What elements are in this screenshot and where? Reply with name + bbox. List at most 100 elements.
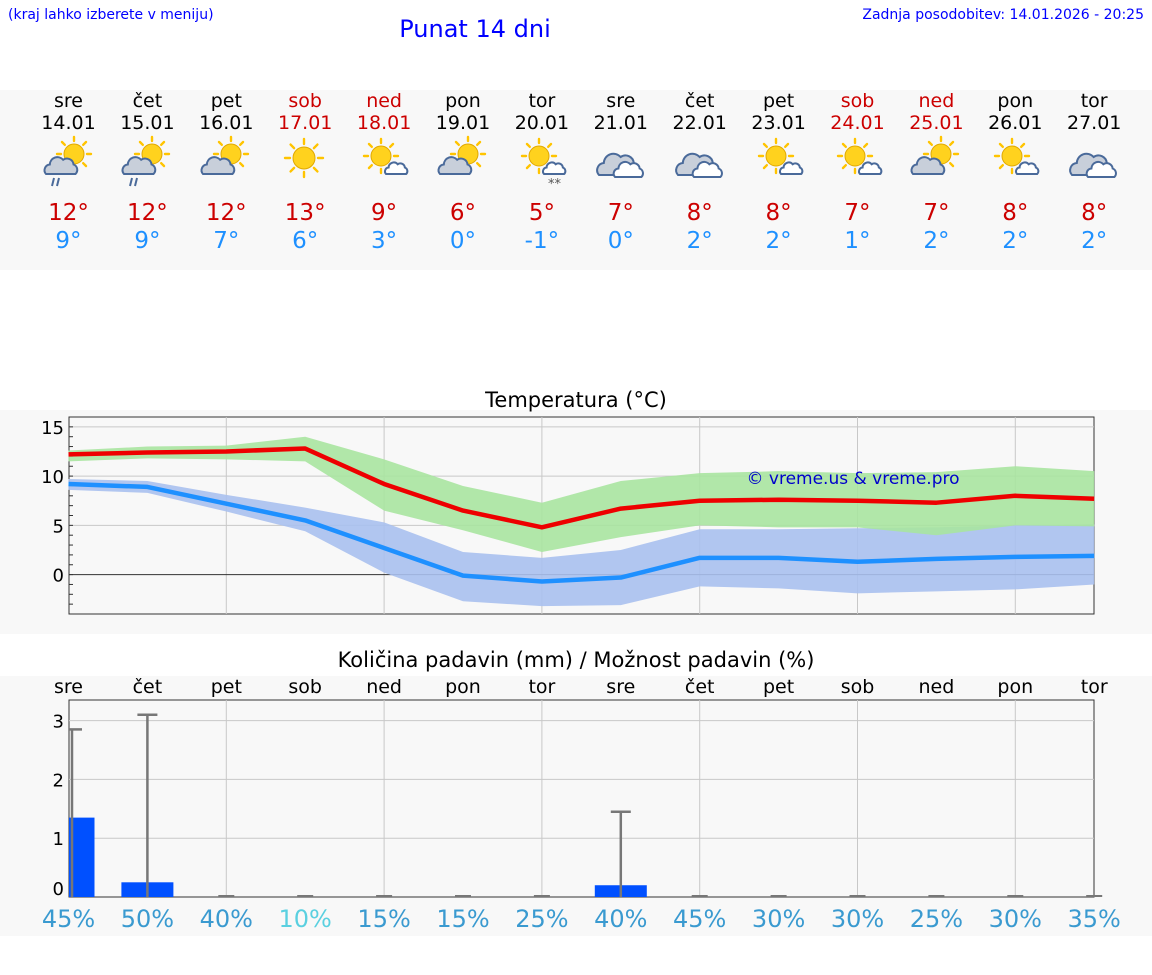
min-temp: 0° [607, 228, 634, 254]
precipitation-chart: sre čet pet sob ned pon tor sre čet pet sob ned pon t… [42, 676, 1121, 933]
precipitation-probability: 30% [831, 905, 884, 933]
cloud-shape [857, 161, 882, 175]
min-temp: 9° [134, 228, 161, 254]
day-column: ned 25.01 7° 2° [896, 90, 976, 255]
max-temp: 7° [844, 200, 871, 226]
day-column: ned 18.01 9° 3° [344, 90, 424, 255]
day-date: 24.01 [830, 112, 885, 134]
sun-ray [160, 140, 166, 147]
min-temp: 2° [1002, 228, 1029, 254]
sun-ray [928, 140, 934, 147]
min-temp: 2° [686, 228, 713, 254]
min-temp: -1° [524, 228, 560, 254]
cloud-icon [1069, 152, 1118, 178]
y-tick-label: 15 [41, 418, 64, 439]
cloud-shape [1085, 160, 1118, 178]
day-date: 26.01 [988, 112, 1043, 134]
min-temp: 3° [371, 228, 398, 254]
sun-ray [949, 140, 955, 147]
min-temperature-line [68, 481, 1095, 584]
day-label: pet [763, 676, 794, 698]
cloud-shape [541, 161, 567, 175]
sun-ray [289, 143, 296, 150]
day-label: ned [919, 676, 955, 698]
cloud-shape [121, 156, 157, 175]
day-date: 15.01 [120, 112, 175, 134]
y-tick-label: 3 [53, 712, 64, 733]
day-label: sob [288, 676, 322, 698]
y-tick-label: 5 [53, 516, 64, 537]
sun-ray [312, 143, 319, 150]
sun-ray [999, 142, 1005, 149]
sun-ray [367, 142, 374, 149]
day-label: sre [54, 676, 83, 698]
max-temperature-line [68, 446, 1095, 530]
day-column: sob 24.01 7° 1° [818, 90, 898, 255]
sun-ray [546, 142, 553, 149]
cloud-shape [910, 156, 946, 175]
rain-drop [134, 177, 139, 187]
day-name: čet [684, 90, 715, 112]
max-temp: 9° [371, 200, 398, 226]
max-range-band [68, 436, 1095, 552]
day-column: čet 22.01 8° 2° [660, 90, 740, 255]
max-temp: 8° [1002, 200, 1029, 226]
sun-ray [762, 142, 768, 149]
min-temp: 6° [292, 228, 319, 254]
day-column: pon 19.01 6° 0° [423, 90, 503, 255]
day-date: 27.01 [1066, 112, 1122, 134]
rain-drop [129, 177, 134, 187]
sun-cloud-snow-icon: ** [520, 137, 567, 190]
sun-ray [525, 163, 531, 170]
sun-ray [949, 161, 955, 168]
day-date: 20.01 [514, 112, 570, 134]
day-label: sob [841, 676, 875, 698]
sun-ray [454, 140, 461, 147]
sun-ray [81, 161, 87, 168]
sun-small-cloud-icon [362, 137, 409, 175]
sun-ray [999, 163, 1005, 170]
day-name: ned [366, 90, 402, 112]
spacer-panel [0, 272, 1152, 368]
rain-drop [50, 177, 55, 187]
sun-ray [841, 163, 847, 170]
day-column: tor 27.01 8° 2° [1054, 90, 1134, 255]
sun-ray [367, 163, 374, 170]
max-temp: 12° [205, 200, 247, 226]
day-label: pon [997, 676, 1033, 698]
day-column: pon 26.01 8° 2° [975, 90, 1055, 255]
daily-forecast-panel: sre 14.01 12° 9° čet 15.01 12° 9° pet 16.01 12° 7° s… [0, 90, 1152, 270]
y-tick-label: 0 [53, 879, 64, 900]
day-date: 14.01 [41, 112, 96, 134]
sun-ray [81, 140, 87, 147]
sun-disc [844, 145, 865, 167]
min-temp: 1° [844, 228, 871, 254]
day-label: čet [133, 676, 163, 698]
watermark: © vreme.us & vreme.pro [746, 469, 959, 489]
sun-icon [283, 137, 325, 179]
sun-disc [370, 145, 392, 167]
sun-ray [239, 161, 245, 168]
sun-ray [160, 161, 166, 168]
precipitation-probability: 10% [279, 905, 332, 933]
sun-small-cloud-icon [994, 137, 1040, 175]
snow-flakes: ** [548, 177, 562, 190]
y-tick-label: 10 [41, 467, 64, 488]
sun-ray [525, 142, 531, 149]
cloud-shape [384, 161, 409, 175]
cloud-shape [778, 161, 803, 175]
day-date: 22.01 [672, 112, 727, 134]
precipitation-probability: 30% [989, 905, 1042, 933]
day-label: pon [445, 676, 481, 698]
day-column: tor 20.01 ** 5° -1° [502, 90, 582, 255]
sun-ray [841, 142, 847, 149]
page-title: Punat 14 dni [399, 15, 551, 43]
sun-disc [292, 146, 316, 170]
day-name: sob [840, 90, 875, 112]
min-temp: 2° [923, 228, 950, 254]
day-column: sre 21.01 7° 0° [581, 90, 661, 255]
day-label: tor [528, 676, 555, 698]
day-name: pet [762, 90, 795, 112]
precipitation-probability: 25% [910, 905, 963, 933]
sun-disc [1001, 145, 1023, 167]
